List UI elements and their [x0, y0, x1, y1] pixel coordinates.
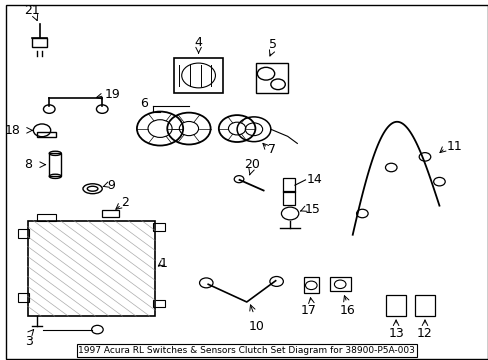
Bar — [282, 178, 294, 192]
Bar — [37, 213, 56, 221]
Text: 9: 9 — [107, 179, 115, 192]
Bar — [282, 191, 294, 204]
Bar — [102, 210, 119, 217]
Bar — [18, 229, 28, 238]
Text: 19: 19 — [104, 89, 120, 102]
Text: 10: 10 — [248, 320, 264, 333]
Bar — [174, 58, 222, 93]
Text: 1: 1 — [160, 257, 167, 270]
Text: 6: 6 — [140, 97, 148, 110]
Text: 17: 17 — [300, 304, 316, 317]
Text: 14: 14 — [306, 174, 322, 186]
Bar — [414, 295, 434, 316]
Text: 4: 4 — [194, 36, 202, 49]
Text: 5: 5 — [269, 38, 277, 51]
Text: 1997 Acura RL Switches & Sensors Clutch Set Diagram for 38900-P5A-003: 1997 Acura RL Switches & Sensors Clutch … — [78, 346, 414, 355]
Text: 13: 13 — [387, 327, 403, 340]
Bar — [153, 224, 164, 231]
Bar — [386, 295, 405, 316]
Bar — [27, 221, 155, 316]
Text: 3: 3 — [25, 334, 33, 347]
Bar — [153, 300, 164, 307]
Text: 15: 15 — [304, 203, 320, 216]
Bar — [256, 63, 287, 93]
Bar — [303, 277, 318, 293]
Bar — [49, 153, 61, 176]
Bar — [18, 293, 28, 302]
Text: 18: 18 — [4, 124, 20, 137]
Text: 11: 11 — [446, 140, 462, 153]
Text: 2: 2 — [121, 197, 129, 210]
Bar — [37, 132, 56, 138]
Text: 8: 8 — [24, 158, 32, 171]
Text: 16: 16 — [339, 304, 355, 317]
Bar — [329, 277, 350, 291]
Text: 12: 12 — [416, 327, 432, 340]
Bar — [32, 38, 47, 47]
Text: 7: 7 — [268, 143, 276, 156]
Text: 21: 21 — [24, 4, 40, 17]
Text: 20: 20 — [243, 158, 259, 171]
